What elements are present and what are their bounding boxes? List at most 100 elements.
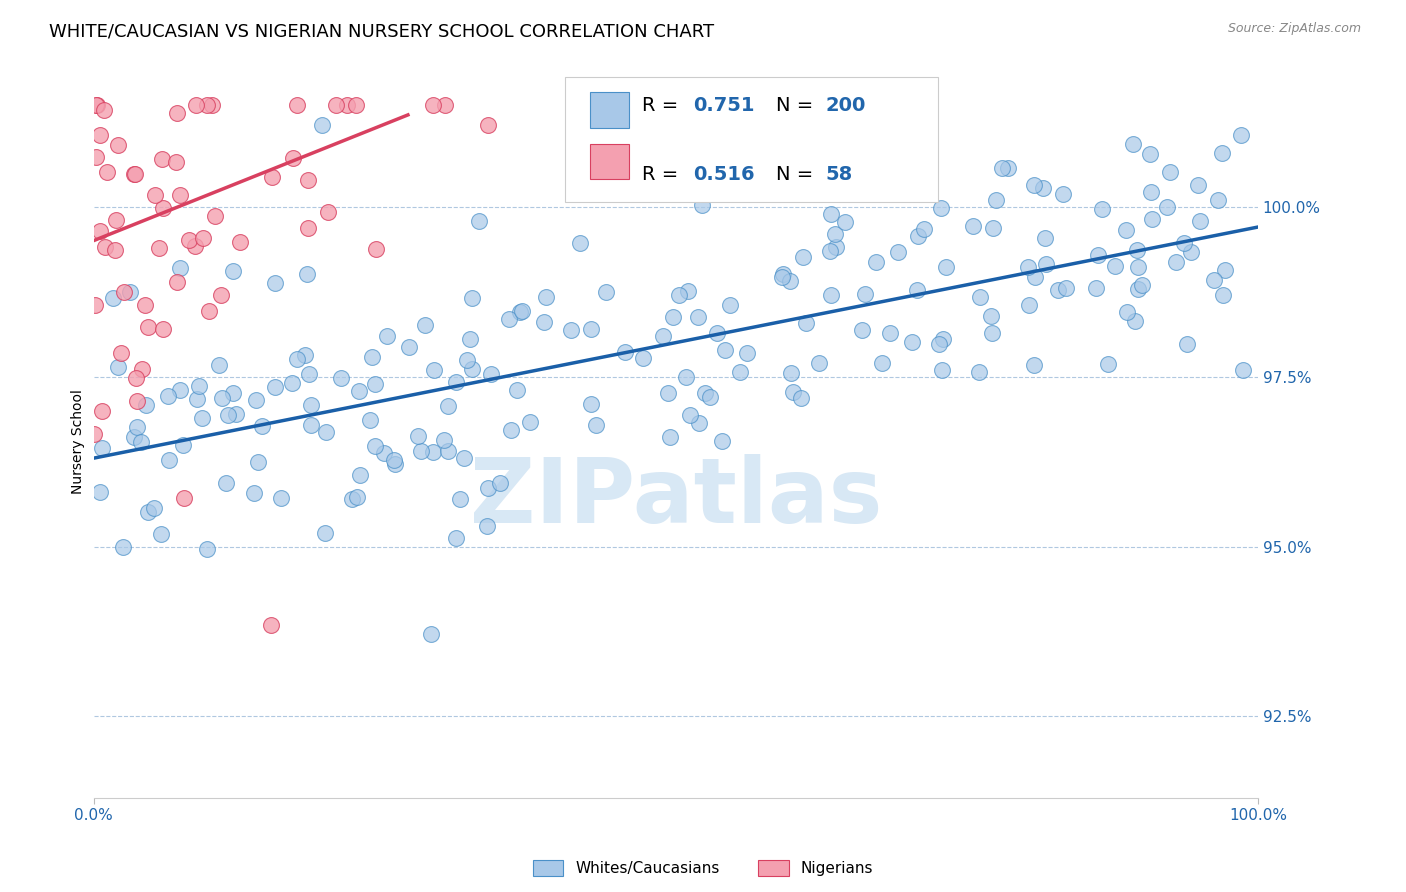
Point bbox=[260, 618, 283, 632]
Point bbox=[346, 490, 368, 504]
Point bbox=[145, 188, 167, 202]
Text: 0.516: 0.516 bbox=[693, 165, 755, 184]
Point bbox=[94, 240, 117, 254]
Point bbox=[318, 204, 340, 219]
Point bbox=[879, 326, 901, 341]
Point bbox=[718, 298, 741, 312]
Point bbox=[172, 438, 194, 452]
Point bbox=[1139, 146, 1161, 161]
Point bbox=[152, 201, 174, 215]
Point bbox=[824, 227, 846, 241]
Point bbox=[107, 138, 129, 153]
Point bbox=[104, 243, 127, 257]
Point bbox=[905, 283, 928, 297]
Point bbox=[851, 323, 873, 337]
Point bbox=[131, 361, 153, 376]
Point bbox=[122, 167, 145, 181]
Text: R =: R = bbox=[643, 96, 685, 115]
FancyBboxPatch shape bbox=[589, 92, 628, 128]
Point bbox=[1091, 202, 1114, 216]
Point bbox=[1126, 260, 1149, 274]
Point bbox=[728, 365, 751, 379]
Point bbox=[1213, 263, 1236, 277]
Point bbox=[209, 288, 232, 302]
Point bbox=[125, 393, 148, 408]
Point bbox=[509, 304, 531, 318]
Point bbox=[208, 358, 231, 372]
Point bbox=[169, 260, 191, 275]
Point bbox=[1115, 223, 1137, 237]
Point bbox=[89, 485, 111, 500]
Legend: Whites/Caucasians, Nigerians: Whites/Caucasians, Nigerians bbox=[527, 855, 879, 882]
Point bbox=[820, 207, 842, 221]
Point bbox=[142, 501, 165, 516]
Point bbox=[461, 362, 484, 376]
Point bbox=[834, 215, 856, 229]
Point bbox=[498, 312, 520, 326]
Point bbox=[475, 519, 498, 533]
Point bbox=[1130, 278, 1153, 293]
Y-axis label: Nursery School: Nursery School bbox=[72, 389, 86, 493]
Point bbox=[89, 128, 111, 142]
Point bbox=[218, 408, 240, 422]
Point bbox=[437, 444, 460, 458]
Point bbox=[657, 385, 679, 400]
Point bbox=[225, 407, 247, 421]
Point bbox=[969, 290, 991, 304]
Point bbox=[433, 434, 456, 448]
Point bbox=[990, 161, 1012, 175]
Point bbox=[152, 321, 174, 335]
Point bbox=[579, 397, 602, 411]
Point bbox=[818, 244, 841, 259]
FancyBboxPatch shape bbox=[565, 78, 938, 202]
Point bbox=[311, 118, 333, 132]
Point bbox=[533, 315, 555, 329]
Point bbox=[931, 363, 953, 377]
Point bbox=[122, 430, 145, 444]
Point bbox=[264, 380, 287, 394]
Text: 58: 58 bbox=[825, 165, 853, 184]
Point bbox=[901, 335, 924, 350]
Point bbox=[1232, 362, 1254, 376]
Point bbox=[1173, 235, 1195, 250]
Point bbox=[661, 310, 683, 324]
Point bbox=[912, 221, 935, 235]
Point bbox=[568, 236, 591, 251]
Point bbox=[1018, 298, 1040, 312]
Point bbox=[299, 398, 322, 412]
Point bbox=[790, 391, 813, 405]
Point bbox=[359, 412, 381, 426]
Point bbox=[195, 97, 218, 112]
Point bbox=[853, 286, 876, 301]
Point bbox=[1189, 214, 1212, 228]
Point bbox=[299, 417, 322, 432]
Text: WHITE/CAUCASIAN VS NIGERIAN NURSERY SCHOOL CORRELATION CHART: WHITE/CAUCASIAN VS NIGERIAN NURSERY SCHO… bbox=[49, 22, 714, 40]
Point bbox=[792, 250, 814, 264]
Point bbox=[1104, 260, 1126, 274]
Point bbox=[782, 385, 804, 400]
Point bbox=[1159, 164, 1181, 178]
Point bbox=[215, 475, 238, 490]
Point bbox=[1212, 288, 1234, 302]
Point bbox=[84, 298, 107, 312]
Point bbox=[772, 268, 794, 282]
Point bbox=[90, 441, 112, 455]
Point bbox=[201, 97, 224, 112]
Point bbox=[409, 444, 432, 458]
Point bbox=[1035, 257, 1057, 271]
Point bbox=[264, 276, 287, 290]
Point bbox=[820, 287, 842, 301]
Point bbox=[969, 365, 991, 379]
Point bbox=[156, 389, 179, 403]
Point bbox=[690, 198, 713, 212]
Point bbox=[668, 288, 690, 302]
Point bbox=[361, 350, 384, 364]
Point bbox=[222, 264, 245, 278]
Point bbox=[446, 375, 468, 389]
Point bbox=[110, 346, 132, 360]
Point bbox=[1140, 186, 1163, 200]
Text: Source: ZipAtlas.com: Source: ZipAtlas.com bbox=[1227, 22, 1361, 36]
Point bbox=[398, 340, 420, 354]
Point bbox=[820, 183, 842, 197]
Point bbox=[422, 97, 444, 112]
